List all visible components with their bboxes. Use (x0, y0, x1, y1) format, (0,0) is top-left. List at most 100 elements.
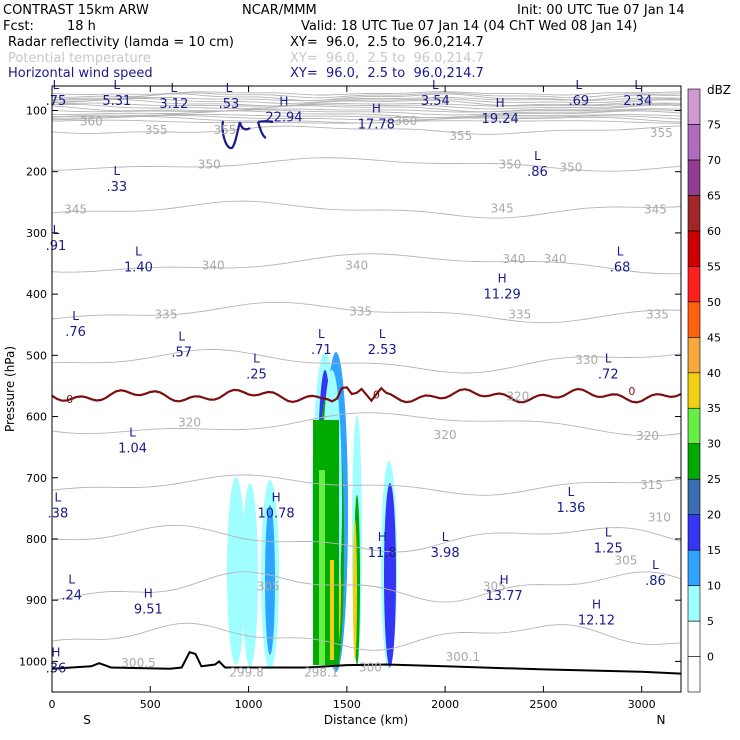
wind-extremum-value: 2.53 (368, 343, 397, 358)
field-theta-xy: XY= 96.0, 2.5 to 96.0,214.7 (290, 51, 484, 66)
x-axis-label: Distance (km) (324, 713, 408, 727)
theta-contour (52, 301, 681, 324)
wind-jet-contour (221, 120, 274, 150)
wind-extremum-value: .33 (107, 180, 128, 195)
wind-extremum-value: .72 (598, 367, 619, 382)
wind-extremum-marker: L (114, 164, 121, 178)
theta-contours (52, 91, 681, 651)
wind-extremum-value: .69 (568, 94, 589, 109)
field-wind: Horizontal wind speed (8, 66, 153, 81)
theta-label: 320 (636, 429, 659, 443)
wind-extremum-marker: L (568, 485, 575, 499)
wind-extremum-value: .68 (610, 260, 631, 275)
valid-time: Valid: 18 UTC Tue 07 Jan 14 (04 ChT Wed … (301, 19, 638, 34)
colorbar-swatch (687, 124, 701, 161)
theta-contour (52, 108, 681, 113)
theta-contour (52, 125, 681, 135)
wind-extremum-marker: L (379, 327, 386, 341)
wind-extremum-value: .71 (311, 343, 332, 358)
colorbar-swatch-below (687, 656, 701, 693)
theta-label: 355 (145, 123, 168, 137)
theta-label: 300.1 (446, 650, 480, 664)
colorbar-swatch (687, 336, 701, 374)
theta-contour (52, 349, 681, 374)
x-tick-label: 1000 (235, 698, 263, 711)
theta-label: 350 (198, 157, 221, 171)
colorbar-label: 60 (707, 225, 721, 238)
colorbar-label: 40 (707, 367, 721, 380)
theta-label: 360 (394, 114, 417, 128)
x-tick-label: 2000 (431, 698, 459, 711)
theta-contour (52, 119, 681, 124)
field-reflectivity-xy: XY= 96.0, 2.5 to 96.0,214.7 (290, 35, 484, 50)
wind-extremum-marker: H (378, 530, 387, 544)
theta-label: 335 (646, 307, 669, 321)
theta-label: 320 (178, 416, 201, 430)
theta-contour (52, 200, 681, 219)
wind-extremum-value: 19.24 (482, 112, 519, 127)
wind-extremum-value: 22.94 (265, 110, 302, 125)
wind-extremum-marker: L (129, 426, 136, 440)
colorbar-unit: dBZ (707, 83, 731, 97)
theta-label: 355 (650, 126, 673, 140)
colorbar-swatch (687, 195, 701, 232)
wind-extremum-marker: L (53, 78, 60, 92)
colorbar-label: 30 (707, 438, 721, 451)
colorbar-swatch (687, 230, 701, 267)
theta-label: 335 (508, 307, 531, 321)
theta-contour (52, 412, 681, 437)
wind-extremum-marker: L (253, 351, 260, 365)
wind-extremum-marker: L (432, 78, 439, 92)
theta-label: 305 (257, 580, 280, 594)
wind-extremum-marker: L (53, 223, 60, 237)
wind-extremum-value: 3.98 (431, 546, 460, 561)
y-tick-label: 100 (26, 104, 47, 117)
theta-contour (52, 571, 681, 603)
colorbar-swatch (687, 478, 701, 515)
zero-contour-line (51, 386, 682, 404)
wind-extremum-marker: L (575, 78, 582, 92)
colorbar-swatch (687, 372, 701, 409)
north-label: N (657, 713, 666, 727)
reflectivity-cell (265, 505, 275, 655)
theta-contour (52, 524, 681, 553)
theta-label: 320 (434, 428, 457, 442)
wind-extremum-marker: H (500, 573, 509, 587)
colorbar-label: 65 (707, 189, 721, 202)
theta-contour (52, 97, 681, 104)
wind-extremum-marker: L (605, 351, 612, 365)
wind-extremum-value: .38 (48, 506, 69, 521)
y-tick-label: 300 (26, 227, 47, 240)
wind-extremum-value: 5.31 (102, 94, 131, 109)
wind-extremum-value: 2.34 (623, 94, 652, 109)
colorbar-label: 35 (707, 402, 721, 415)
theta-contour (52, 102, 681, 107)
theta-label: 340 (544, 252, 567, 266)
colorbar-label: 50 (707, 296, 721, 309)
wind-extremum-value: .24 (61, 588, 82, 603)
theta-label: 300.5 (121, 656, 155, 670)
theta-contour (52, 157, 681, 172)
wind-extremum-value: 1.25 (594, 541, 623, 556)
theta-label: 320 (506, 389, 529, 403)
wind-extremum-marker: L (114, 78, 121, 92)
zero-contour-label: 0 (628, 385, 635, 398)
colorbar-label: 15 (707, 544, 721, 557)
colorbar-label: 25 (707, 473, 721, 486)
wind-extremum-marker: L (68, 572, 75, 586)
wind-extremum-value: .86 (645, 574, 666, 589)
y-tick-label: 800 (26, 533, 47, 546)
wind-extremum-marker: L (171, 81, 178, 95)
x-tick-label: 500 (140, 698, 161, 711)
wind-extremum-marker: H (496, 96, 505, 110)
wind-extremum-value: 13.77 (485, 589, 522, 604)
wind-extremum-value: 3.54 (421, 94, 450, 109)
y-tick-label: 1000 (19, 655, 47, 668)
wind-extremum-value: .57 (171, 345, 192, 360)
theta-contour (52, 253, 681, 275)
wind-extremum-marker: L (55, 490, 62, 504)
wind-extremum-marker: H (279, 94, 288, 108)
theta-label: 345 (64, 203, 87, 217)
theta-contour (52, 622, 681, 651)
